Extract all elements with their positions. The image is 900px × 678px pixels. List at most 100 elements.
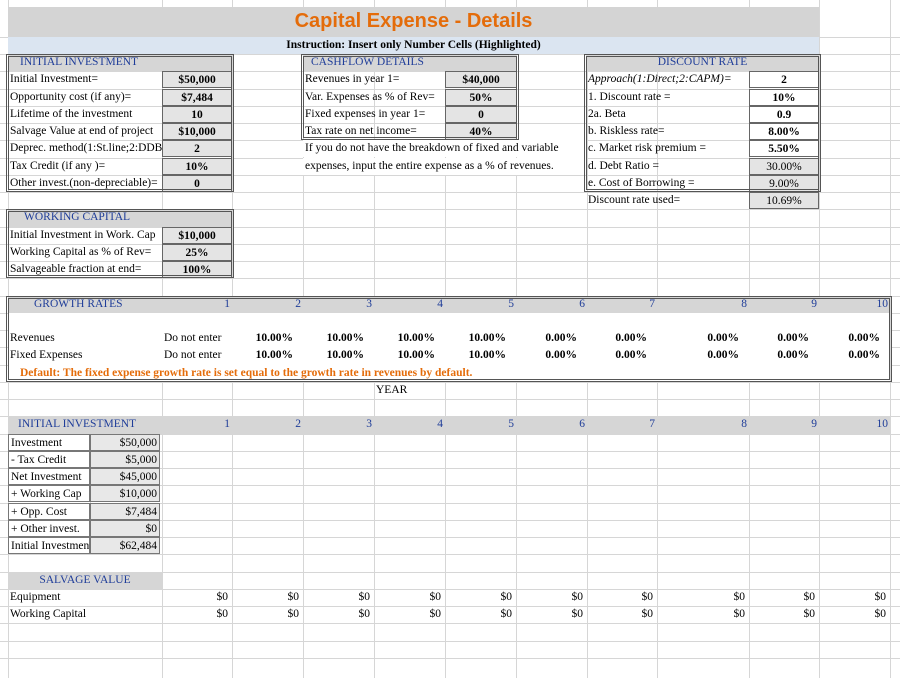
grid-line xyxy=(0,381,900,383)
grid-line xyxy=(0,226,900,228)
section-box xyxy=(6,54,234,192)
growth-value: 0.00% xyxy=(615,349,647,362)
section-title: GROWTH RATES xyxy=(34,297,123,310)
output-label: Discount rate used= xyxy=(588,194,681,206)
input-value: 0 xyxy=(445,105,517,123)
salvage-value: $0 xyxy=(287,608,300,620)
growth-value: 0.00% xyxy=(777,349,809,362)
input-label: Approach(1:Direct;2:CAPM)= xyxy=(588,73,732,86)
section-box xyxy=(584,54,821,192)
input-label: Tax Credit (if any )= xyxy=(10,159,106,172)
input-label: e. Cost of Borrowing = xyxy=(588,176,695,189)
header-fill xyxy=(8,416,890,434)
year-header: 3 xyxy=(366,418,372,431)
growth-value: 0.00% xyxy=(545,349,577,362)
grid-line xyxy=(0,588,900,590)
input-label: Working Capital as % of Rev= xyxy=(10,245,152,258)
input-label: Salvageable fraction at end= xyxy=(10,263,142,275)
growth-value: 0.00% xyxy=(848,332,880,344)
header-fill xyxy=(303,54,517,72)
grid-line xyxy=(0,278,900,280)
input-label: Fixed expenses in year 1= xyxy=(305,107,426,120)
row-value: $5,000 xyxy=(90,450,160,468)
growth-value: 0.00% xyxy=(707,332,739,344)
row-label: Equipment xyxy=(10,590,61,603)
row-label: Investment xyxy=(8,433,90,451)
grid-line xyxy=(0,640,900,642)
header-fill xyxy=(8,209,232,227)
salvage-value: $0 xyxy=(571,608,584,620)
row-label: - Tax Credit xyxy=(8,450,90,468)
row-value: $50,000 xyxy=(90,433,160,451)
row-label: + Other invest. xyxy=(8,519,90,537)
section-title: SALVAGE VALUE xyxy=(39,573,131,586)
year-header: 9 xyxy=(811,418,817,431)
input-label: Initial Investment= xyxy=(10,73,98,86)
salvage-value: $0 xyxy=(358,590,371,603)
input-value: $40,000 xyxy=(445,71,517,89)
year-header: 7 xyxy=(649,297,655,310)
header-fill xyxy=(8,295,890,313)
instruction: Instruction: Insert only Number Cells (H… xyxy=(286,38,541,51)
year-header: 9 xyxy=(811,297,817,310)
input-value: $10,000 xyxy=(162,226,232,244)
grid-line xyxy=(0,399,900,400)
growth-value: 0.00% xyxy=(848,349,880,362)
row-value: $45,000 xyxy=(90,468,160,485)
input-label: Var. Expenses as % of Rev= xyxy=(305,90,435,103)
input-label: Initial Investment in Work. Cap xyxy=(10,228,156,241)
section-box xyxy=(6,295,892,382)
input-label: 1. Discount rate = xyxy=(588,90,671,103)
row-value: $0 xyxy=(90,519,160,537)
input-label: Opportunity cost (if any)= xyxy=(10,90,132,103)
salvage-value: $0 xyxy=(429,608,442,620)
salvage-value: $0 xyxy=(733,608,746,620)
input-label: Salvage Value at end of project xyxy=(10,125,154,137)
growth-value: 0.00% xyxy=(777,332,809,344)
grid-line xyxy=(0,450,900,452)
salvage-value: $0 xyxy=(733,590,746,603)
salvage-value: $0 xyxy=(803,608,816,620)
growth-value: 10.00% xyxy=(255,349,293,362)
grid-line xyxy=(0,657,900,659)
salvage-value: $0 xyxy=(500,590,513,603)
input-label: Lifetime of the investment xyxy=(10,107,133,120)
growth-value: 10.00% xyxy=(255,332,293,344)
page-title: Capital Expense - Details xyxy=(294,10,533,33)
row-value: $62,484 xyxy=(90,537,160,554)
year-header: 8 xyxy=(741,297,747,310)
row-note: Do not enter xyxy=(164,349,222,362)
year-header: 5 xyxy=(508,418,514,431)
title-band xyxy=(8,7,819,37)
grid-line xyxy=(0,485,900,487)
row-value: $7,484 xyxy=(90,502,160,520)
year-header: 7 xyxy=(649,418,655,431)
section-title: INITIAL INVESTMENT xyxy=(20,56,139,68)
salvage-value: $0 xyxy=(216,590,229,603)
note: If you do not have the breakdown of fixe… xyxy=(303,140,586,158)
salvage-value: $0 xyxy=(216,608,229,620)
grid-line xyxy=(0,433,900,435)
section-title: CASHFLOW DETAILS xyxy=(311,56,424,68)
row-value: $10,000 xyxy=(90,485,160,503)
year-header: 10 xyxy=(876,297,889,310)
header-fill xyxy=(8,54,232,72)
row-note: Do not enter xyxy=(164,332,222,344)
year-header: 2 xyxy=(295,418,301,431)
input-value: 25% xyxy=(162,243,232,261)
row-label: Net Investment xyxy=(8,468,90,485)
section-title: INITIAL INVESTMENT xyxy=(18,418,137,431)
grid-line xyxy=(0,192,900,193)
row-label: Working Capital xyxy=(10,608,87,620)
section-title: WORKING CAPITAL xyxy=(24,211,131,224)
grid-line xyxy=(0,261,900,262)
year-header: 1 xyxy=(224,418,230,431)
default-note: Default: The fixed expense growth rate i… xyxy=(20,366,473,379)
year-header: 3 xyxy=(366,297,372,310)
grid-line xyxy=(0,209,900,211)
input-label: d. Debt Ratio = xyxy=(588,159,660,172)
growth-value: 0.00% xyxy=(545,332,577,344)
year-header: 6 xyxy=(579,297,585,310)
input-value: 50% xyxy=(445,88,517,106)
